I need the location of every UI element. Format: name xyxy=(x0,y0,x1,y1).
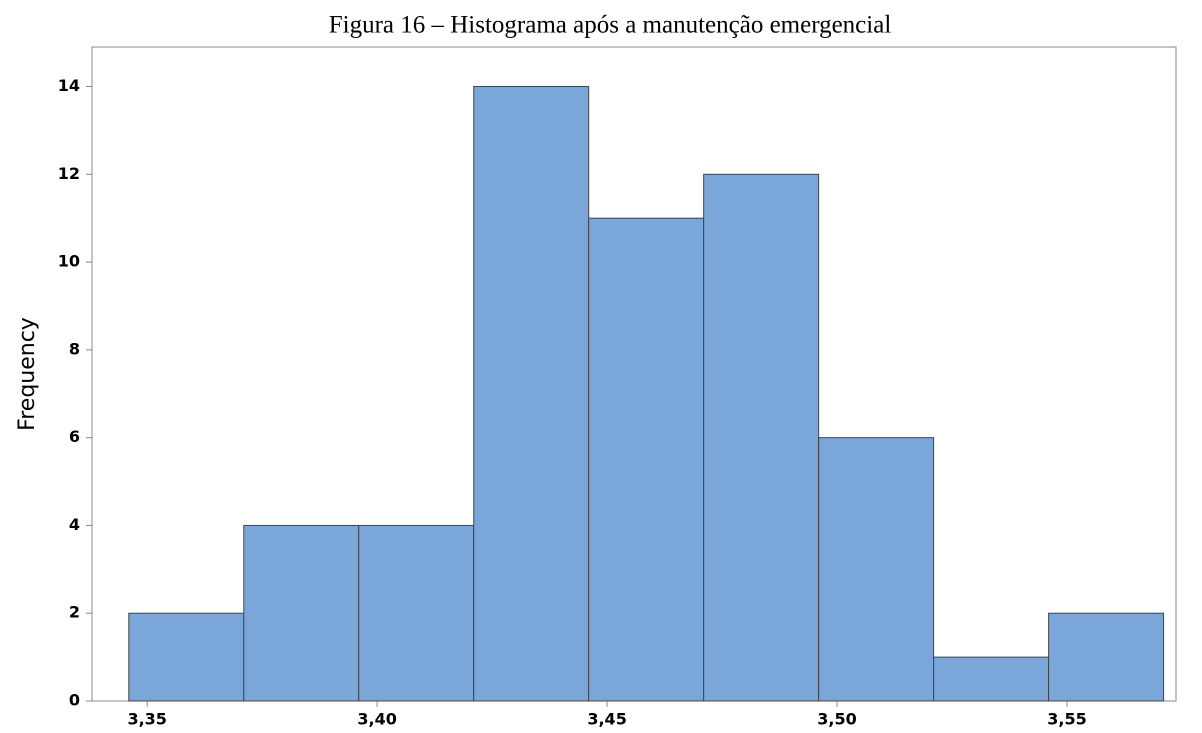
y-tick-label: 4 xyxy=(69,515,80,534)
y-tick-label: 12 xyxy=(58,164,80,183)
y-tick-label: 6 xyxy=(69,427,80,446)
x-tick-label: 3,50 xyxy=(817,710,856,729)
y-tick-label: 14 xyxy=(58,76,80,95)
y-tick-label: 2 xyxy=(69,603,80,622)
y-axis-label: Frequency xyxy=(15,317,40,431)
bar xyxy=(473,86,590,702)
y-tick-label: 8 xyxy=(69,339,80,358)
bar xyxy=(818,437,935,702)
bar xyxy=(588,217,705,702)
bar xyxy=(1048,612,1165,702)
x-tick-label: 3,35 xyxy=(127,710,166,729)
x-tick-label: 3,45 xyxy=(587,710,626,729)
bar xyxy=(243,524,360,702)
bar xyxy=(703,173,820,702)
y-tick-label: 10 xyxy=(58,252,80,271)
x-tick-label: 3,40 xyxy=(357,710,396,729)
bar xyxy=(358,524,475,702)
bar xyxy=(128,612,245,702)
x-tick-label: 3,55 xyxy=(1047,710,1086,729)
y-tick-label: 0 xyxy=(69,691,80,710)
bar xyxy=(933,656,1050,702)
chart-title: Figura 16 – Histograma após a manutenção… xyxy=(329,12,892,39)
